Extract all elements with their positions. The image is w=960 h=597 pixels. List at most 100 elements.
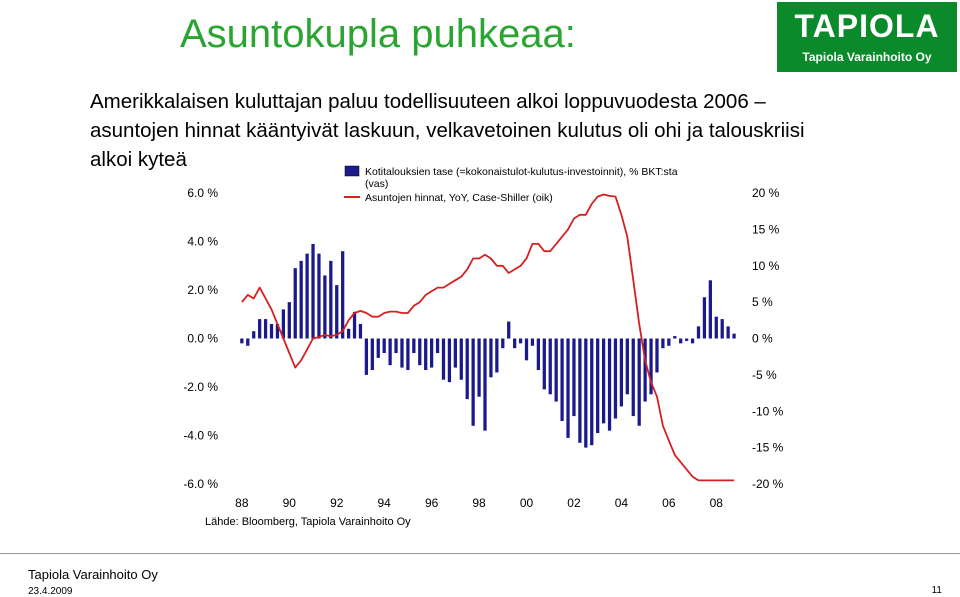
- page-number: 11: [931, 585, 942, 596]
- bar: [424, 338, 428, 371]
- bar: [441, 338, 446, 380]
- bar: [566, 338, 570, 438]
- right-axis-ticks: -20 % -15 % -10 % -5 % 0 % 5 % 10 % 15 % 20 %: [752, 186, 784, 491]
- right-axis-tick-label: 15 %: [752, 222, 780, 236]
- legend-label-bars-line2: (vas): [365, 178, 388, 190]
- bar: [501, 338, 505, 349]
- bar: [352, 311, 357, 339]
- footer-company: Tapiola Varainhoito Oy: [28, 567, 158, 582]
- logo-wordmark: TAPIOLA: [794, 8, 940, 44]
- bar: [524, 338, 529, 361]
- bar: [299, 260, 303, 339]
- bar: [412, 338, 416, 354]
- legend-label-bars-line1: Kotitalouksien tase (=kokonaistulot-kulu…: [365, 166, 678, 178]
- bar: [726, 326, 730, 339]
- right-axis-tick-label: -15 %: [752, 441, 784, 455]
- bar: [429, 338, 434, 368]
- logo-company-name: Tapiola Varainhoito Oy: [802, 50, 932, 64]
- right-axis-tick-label: 0 %: [752, 332, 773, 346]
- bar: [447, 338, 452, 383]
- bar: [388, 338, 392, 366]
- bar: [281, 309, 286, 339]
- bar: [536, 338, 541, 371]
- bar: [584, 338, 588, 448]
- bar: [696, 326, 701, 339]
- bar: [477, 338, 481, 397]
- page-title: Asuntokupla puhkeaa:: [180, 12, 576, 56]
- bar: [263, 319, 268, 339]
- x-axis-tick-label: 02: [567, 496, 581, 510]
- bar: [329, 260, 333, 339]
- left-axis-tick-label: 4.0 %: [187, 235, 218, 249]
- bar: [382, 338, 386, 354]
- bar: [252, 331, 256, 339]
- bar: [287, 302, 291, 339]
- bar: [495, 338, 499, 373]
- bar: [364, 338, 369, 375]
- x-axis-tick-label: 96: [425, 496, 439, 510]
- bar: [335, 285, 339, 339]
- x-axis-tick-label: 88: [235, 496, 249, 510]
- right-axis-tick-label: 20 %: [752, 186, 780, 200]
- bar: [394, 338, 398, 354]
- left-axis-tick-label: -4.0 %: [183, 429, 218, 443]
- left-axis-tick-label: -2.0 %: [183, 380, 218, 394]
- footer-date: 23.4.2009: [28, 586, 73, 597]
- left-axis-tick-label: 6.0 %: [187, 186, 218, 200]
- bar: [305, 253, 309, 339]
- x-axis-tick-label: 06: [662, 496, 676, 510]
- bar: [435, 338, 440, 354]
- left-axis-tick-label: 2.0 %: [187, 283, 218, 297]
- bar: [246, 338, 250, 346]
- x-axis-tick-label: 08: [710, 496, 724, 510]
- bar: [341, 251, 345, 339]
- bar: [625, 338, 629, 395]
- bar: [483, 338, 487, 431]
- x-axis-tick-label: 92: [330, 496, 344, 510]
- bar: [293, 268, 297, 339]
- tapiola-logo: TAPIOLA Tapiola Varainhoito Oy: [777, 2, 957, 72]
- bar: [513, 338, 517, 349]
- footer-divider: [0, 553, 960, 554]
- bar: [240, 338, 244, 344]
- bar: [596, 338, 600, 434]
- bar: [631, 338, 635, 417]
- right-axis-tick-label: -20 %: [752, 477, 784, 491]
- bar: [560, 338, 564, 421]
- bar: [708, 280, 712, 339]
- bar: [406, 338, 410, 371]
- bar: [465, 338, 469, 400]
- x-axis-tick-label: 90: [283, 496, 297, 510]
- bar: [376, 338, 380, 358]
- bar: [720, 319, 724, 339]
- bar: [317, 253, 321, 339]
- x-axis-ticks: 88 90 92 94 96 98 00 02 04 06 08: [235, 496, 723, 510]
- bar: [601, 338, 606, 424]
- bar: [530, 338, 535, 346]
- bar: [370, 338, 374, 371]
- bar: [619, 338, 624, 407]
- x-axis-tick-label: 00: [520, 496, 534, 510]
- right-axis-tick-label: 5 %: [752, 295, 773, 309]
- bar: [459, 338, 463, 380]
- bar: [613, 338, 618, 419]
- bar: [655, 338, 659, 373]
- bar: [453, 338, 457, 368]
- left-axis-ticks: -6.0 % -4.0 % -2.0 % 0.0 % 2.0 % 4.0 % 6.0 %: [183, 186, 218, 491]
- bar: [346, 328, 351, 339]
- bar: [358, 323, 363, 339]
- bar: [518, 338, 523, 344]
- bar: [649, 338, 653, 395]
- bar: [471, 338, 475, 426]
- bar: [400, 338, 404, 368]
- bar: [679, 338, 683, 344]
- bar: [667, 338, 671, 346]
- right-axis-tick-label: 10 %: [752, 259, 780, 273]
- bar: [673, 336, 677, 339]
- bar: [507, 321, 511, 339]
- bar: [732, 333, 736, 339]
- bar: [590, 338, 594, 446]
- bar: [554, 338, 558, 402]
- bar: [258, 319, 262, 339]
- source-note: Lähde: Bloomberg, Tapiola Varainhoito Oy: [205, 516, 411, 528]
